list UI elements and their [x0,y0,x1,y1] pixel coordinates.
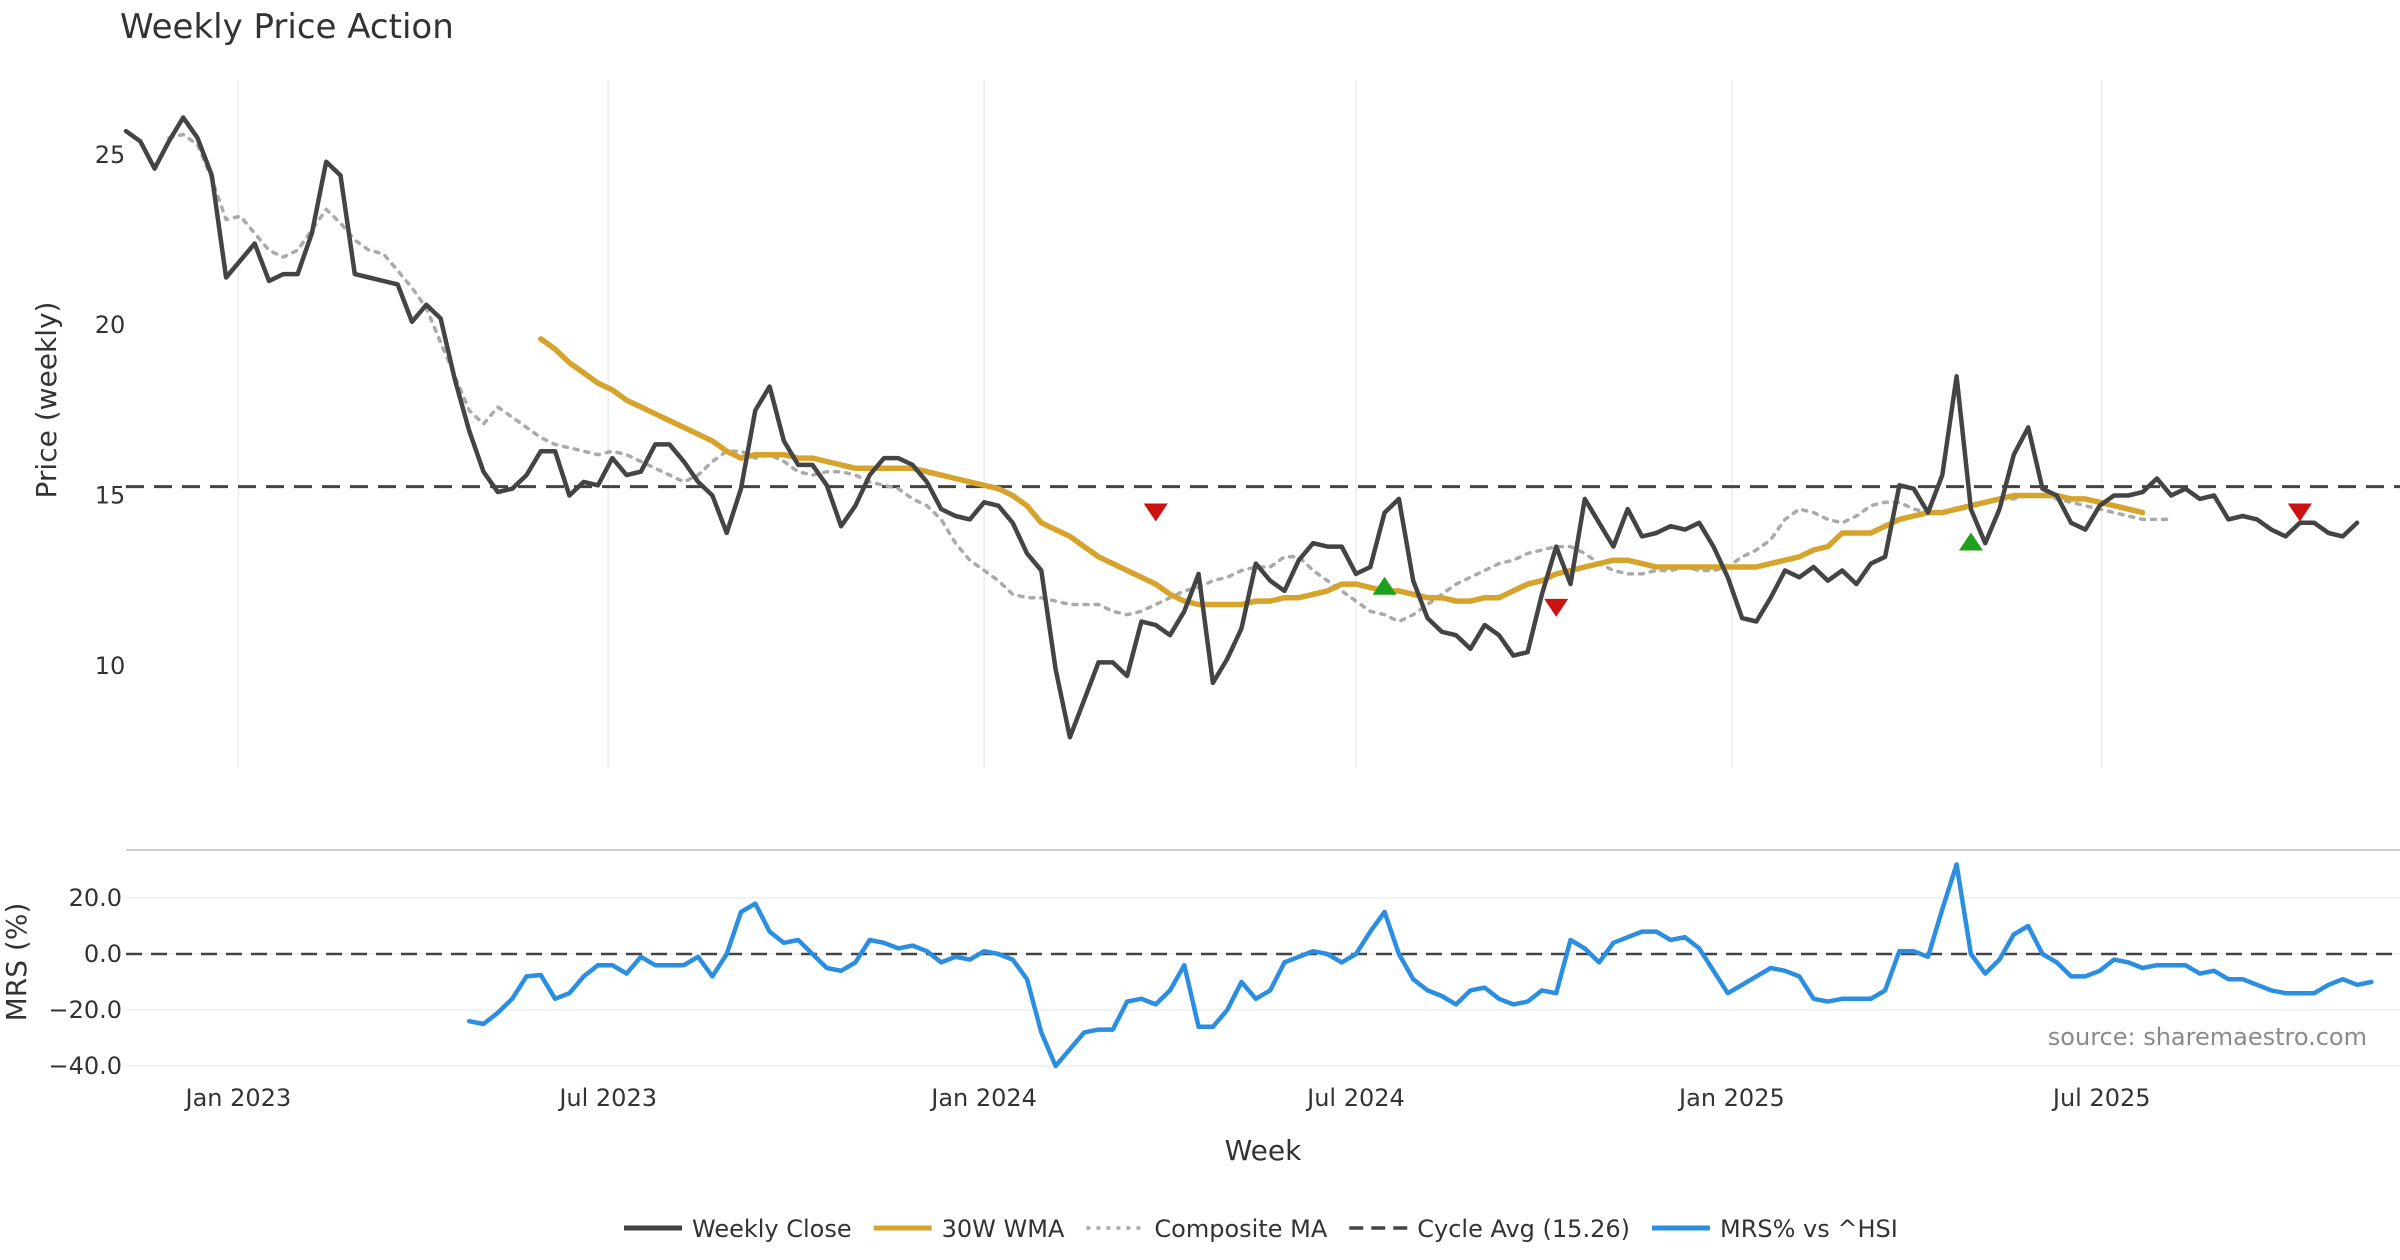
mrs-y-axis-label: MRS (%) [0,903,33,1022]
buy-signal-marker [1372,576,1397,595]
mrs-y-tick-label: −40.0 [48,1052,122,1080]
legend-label-composite-ma: Composite MA [1154,1215,1327,1243]
mrs-y-tick-label: 0.0 [84,940,122,968]
series-weekly-close [123,115,2360,740]
mrs-plot [126,862,2400,1069]
buy-signal-marker [1958,532,1983,551]
legend-label-cycle-avg-15-26: Cycle Avg (15.26) [1417,1215,1630,1243]
x-tick-label: Jul 2023 [557,1084,657,1112]
series-mrs-vs-hsi [466,862,2374,1069]
price-y-tick-label: 10 [95,652,126,680]
price-y-axis-label: Price (weekly) [30,302,63,499]
series-composite-ma [167,132,2173,624]
sell-signal-marker [1143,503,1168,522]
main-gridlines [237,80,2103,768]
price-y-tick-label: 25 [95,141,126,169]
legend-label-30w-wma: 30W WMA [942,1215,1065,1243]
chart-title: Weekly Price Action [120,7,454,47]
x-tick-label: Jan 2023 [184,1084,292,1112]
mrs-y-ticks: −40.0 −20.0 0.0 20.0 [48,884,122,1080]
legend-label-weekly-close: Weekly Close [692,1215,852,1243]
series-30w-wma [538,336,2146,608]
legend-label-mrs-vs-hsi: MRS% vs ^HSI [1720,1215,1898,1243]
legend: Weekly Close 30W WMA Composite MA Cycle Avg… [624,1215,1898,1243]
x-tick-label: Jan 2025 [1677,1084,1785,1112]
price-plot [123,115,2400,740]
source-label: source: sharemaestro.com [2048,1023,2367,1051]
price-y-tick-label: 20 [95,311,126,339]
sell-signal-marker [1544,598,1569,617]
price-y-tick-label: 15 [95,482,126,510]
x-axis-label: Week [1225,1134,1302,1167]
x-tick-label: Jan 2024 [929,1084,1037,1112]
x-ticks: Jan 2023 Jul 2023 Jan 2024 Jul 2024 Jan 2025… [184,1084,2151,1112]
price-y-ticks: 10 15 20 25 [95,141,126,680]
sell-signal-marker [2287,503,2312,522]
mrs-y-tick-label: 20.0 [69,884,122,912]
mrs-y-tick-label: −20.0 [48,996,122,1024]
x-tick-label: Jul 2024 [1305,1084,1405,1112]
x-tick-label: Jul 2025 [2051,1084,2151,1112]
